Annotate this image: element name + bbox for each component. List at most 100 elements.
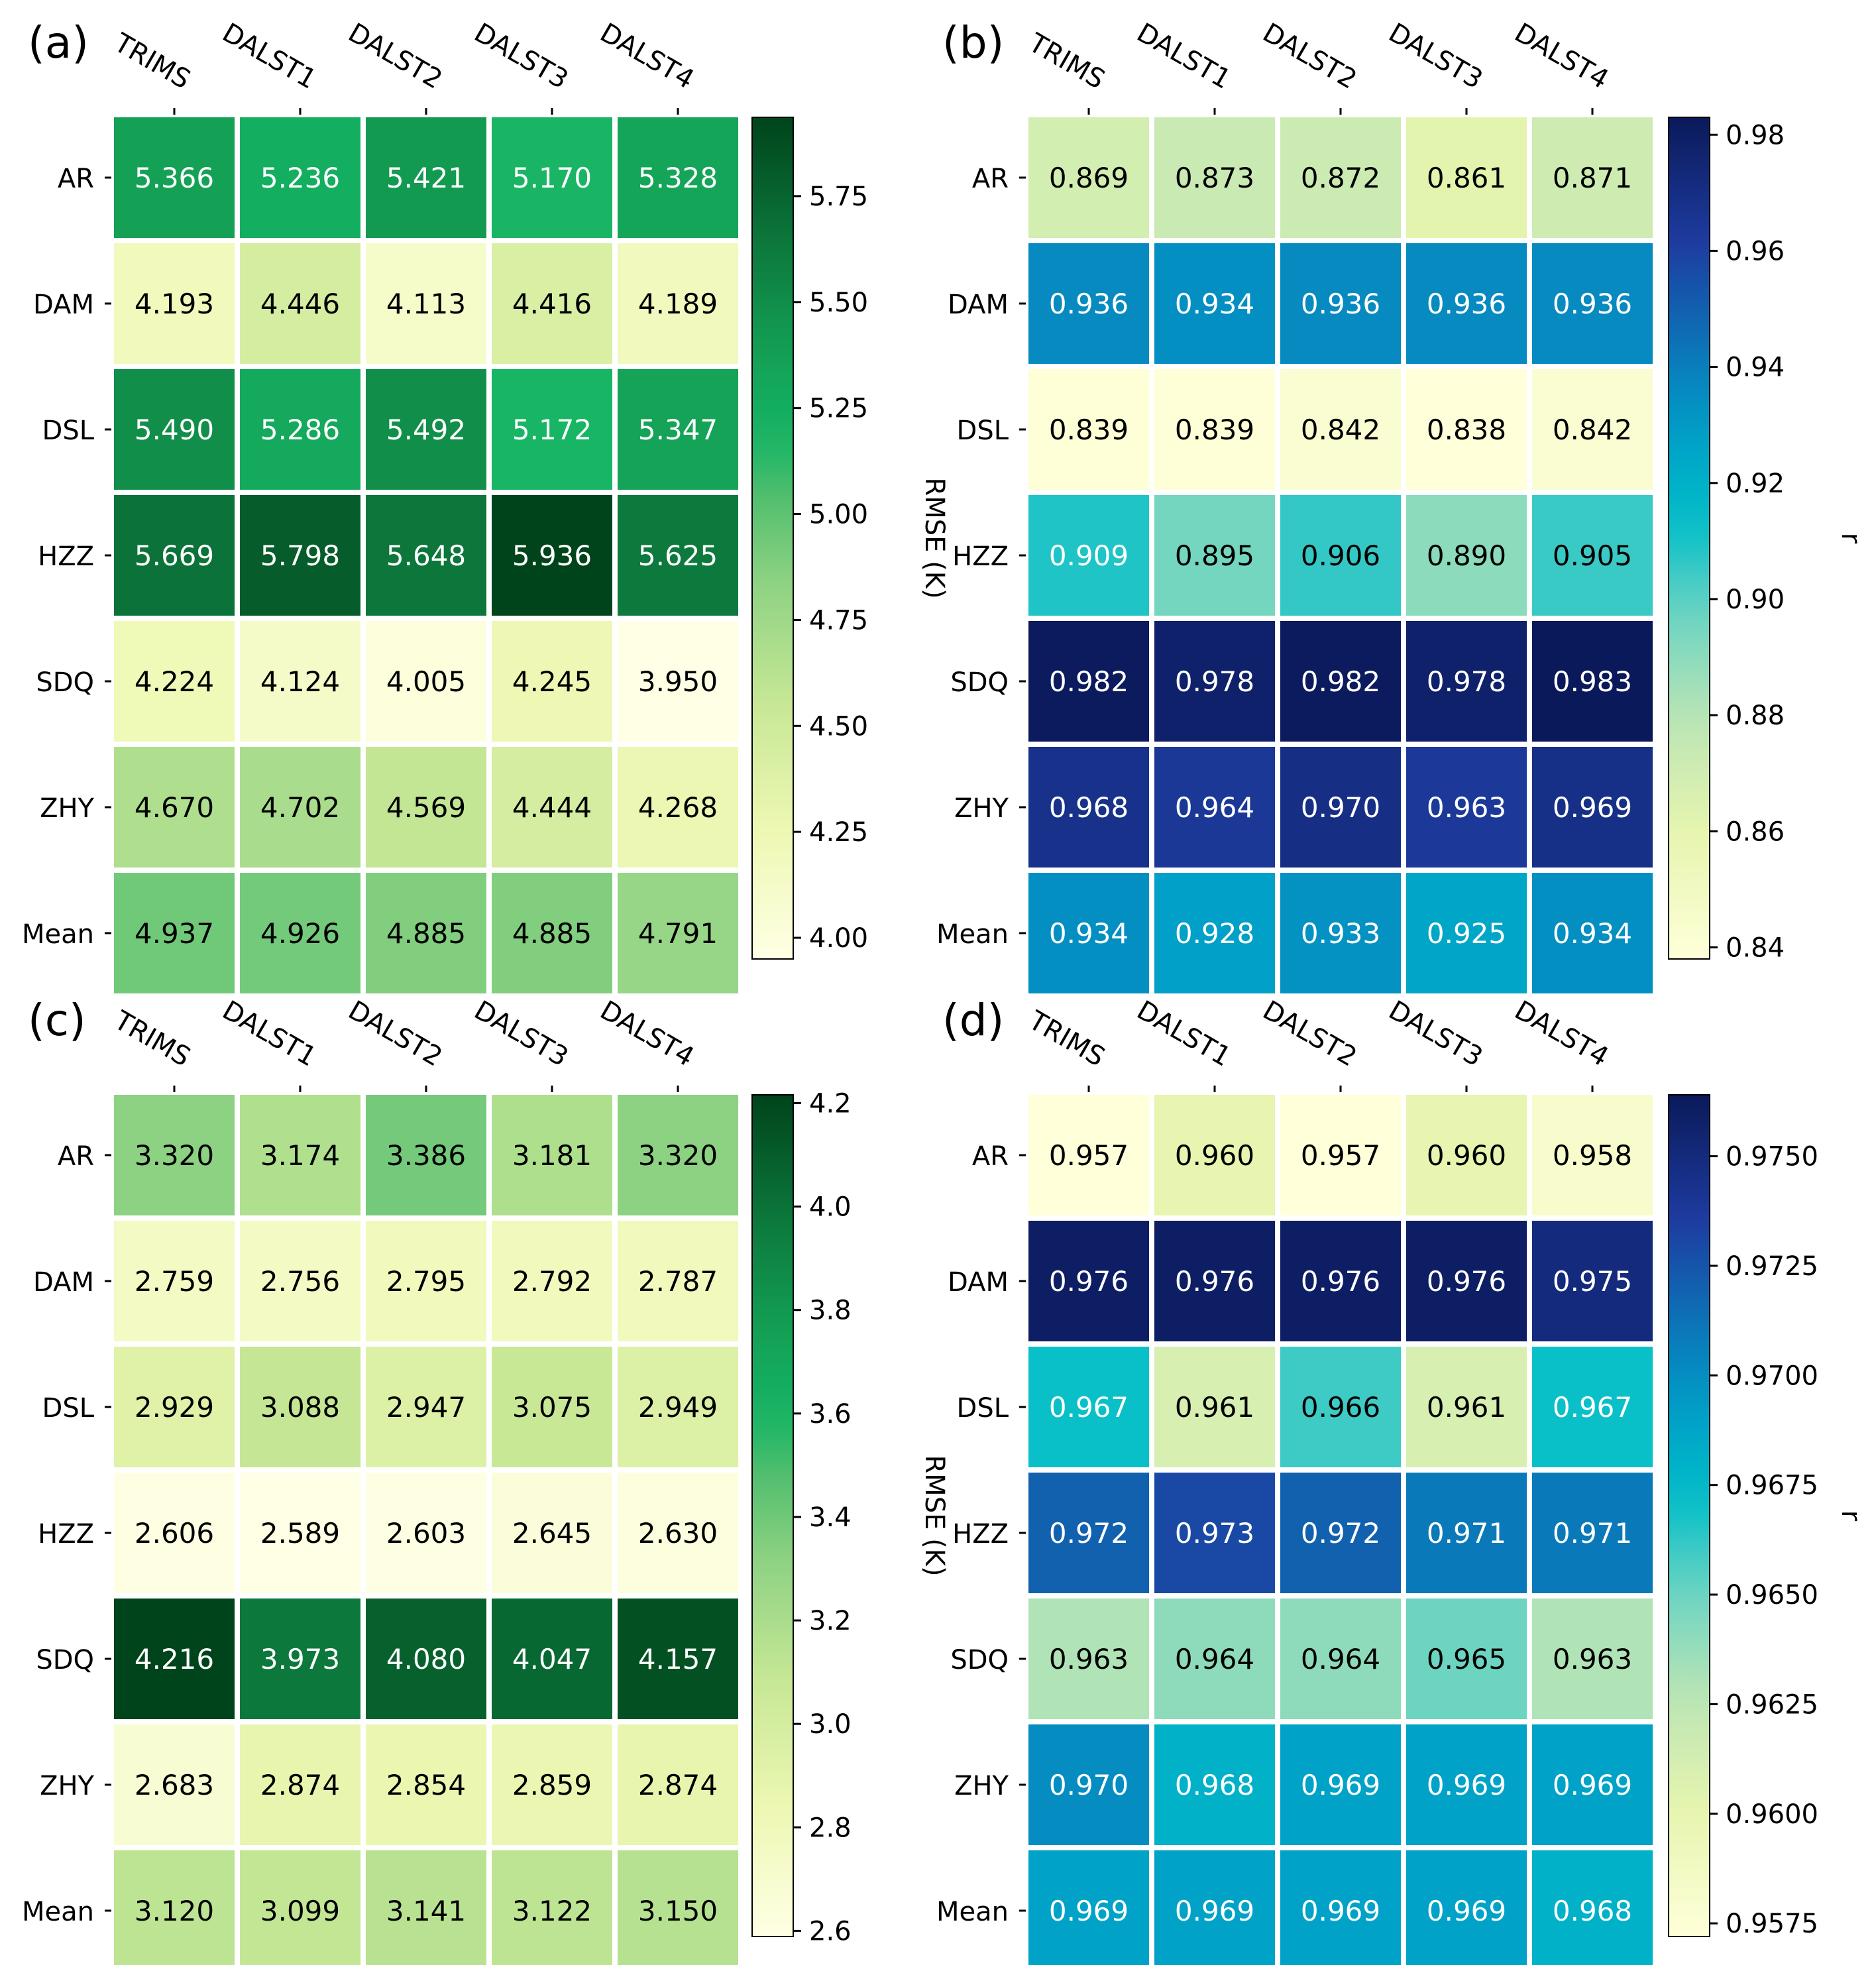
heatmap-cell <box>492 1850 612 1965</box>
heatmap-cell <box>1028 1599 1149 1719</box>
cell-value-label: 0.960 <box>1427 1139 1506 1172</box>
cell-value-label: 2.756 <box>260 1265 340 1298</box>
heatmap-cell <box>240 621 360 742</box>
colorbar-label: r <box>1836 533 1866 544</box>
cell-value-label: 4.446 <box>260 288 340 320</box>
colorbar-tick-label: 4.50 <box>809 711 868 742</box>
cell-value-label: 0.978 <box>1427 665 1506 698</box>
heatmap-cell <box>1532 369 1653 490</box>
column-label: DALST1 <box>217 17 321 95</box>
cell-value-label: 4.216 <box>135 1643 214 1675</box>
cell-value-label: 0.970 <box>1301 791 1380 824</box>
heatmap-cell <box>1406 369 1527 490</box>
cell-value-label: 0.964 <box>1175 1643 1254 1675</box>
cell-value-label: 0.872 <box>1301 162 1380 194</box>
column-label: DALST4 <box>595 17 699 95</box>
cell-value-label: 0.978 <box>1175 665 1254 698</box>
cell-value-label: 0.973 <box>1175 1517 1254 1549</box>
heatmap-cell <box>1028 873 1149 993</box>
colorbar <box>1668 1094 1710 1937</box>
heatmap-cell <box>1154 1599 1275 1719</box>
colorbar-tick-label: 0.94 <box>1726 353 1785 383</box>
cell-value-label: 5.328 <box>638 162 718 194</box>
heatmap-cell <box>1406 1095 1527 1215</box>
cell-value-label: 2.874 <box>638 1769 718 1801</box>
cell-value-label: 0.871 <box>1553 162 1632 194</box>
row-label: Mean <box>936 919 1009 950</box>
heatmap-cell <box>1154 1095 1275 1215</box>
cell-value-label: 0.934 <box>1175 288 1254 320</box>
cell-value-label: 4.926 <box>260 917 340 950</box>
cell-value-label: 0.842 <box>1553 414 1632 446</box>
heatmap-cell <box>1028 1473 1149 1593</box>
cell-value-label: 0.961 <box>1427 1391 1506 1424</box>
colorbar-tick-label: 4.00 <box>809 923 868 954</box>
cell-value-label: 3.174 <box>260 1139 340 1172</box>
heatmap-cell <box>1028 621 1149 742</box>
heatmap-panel-1: (a) 5.366 5.236 5.421 5.170 5.328 4.193 4.446 4.… <box>22 17 950 993</box>
cell-value-label: 4.189 <box>638 288 718 320</box>
colorbar-tick-label: 5.75 <box>809 182 868 212</box>
row-label: HZZ <box>38 1519 94 1549</box>
row-label: SDQ <box>950 667 1009 698</box>
colorbar-tick-label: 0.98 <box>1726 120 1785 150</box>
heatmap-cell <box>366 243 486 364</box>
heatmap-cell <box>1280 243 1401 364</box>
cell-value-label: 4.005 <box>386 665 466 698</box>
heatmap-panel-2: (b) 0.869 0.873 0.872 0.861 0.871 0.936 0.934 0.… <box>936 17 1866 993</box>
heatmap-cell <box>618 1347 738 1467</box>
cell-value-label: 3.320 <box>638 1139 718 1172</box>
panel-label: (a) <box>28 17 89 68</box>
cell-value-label: 5.170 <box>512 162 592 194</box>
heatmap-cell <box>1532 1095 1653 1215</box>
cell-value-label: 3.099 <box>260 1895 340 1927</box>
cell-value-label: 4.416 <box>512 288 592 320</box>
heatmap-cell <box>1532 747 1653 868</box>
colorbar-tick-label: 5.00 <box>809 500 868 530</box>
cell-value-label: 2.759 <box>135 1265 214 1298</box>
heatmap-cell <box>366 117 486 238</box>
column-label: TRIMS <box>1023 27 1110 95</box>
cell-value-label: 2.859 <box>512 1769 592 1801</box>
cell-value-label: 2.792 <box>512 1265 592 1298</box>
cell-value-label: 2.683 <box>135 1769 214 1801</box>
colorbar-label: RMSE (K) <box>919 477 950 598</box>
heatmap-cell <box>1280 1599 1401 1719</box>
cell-value-label: 4.569 <box>386 791 466 824</box>
cell-value-label: 0.906 <box>1301 539 1380 572</box>
row-label: DAM <box>33 290 94 320</box>
colorbar-tick-label: 0.90 <box>1726 585 1785 615</box>
heatmap-cell <box>1532 1724 1653 1845</box>
cell-value-label: 0.936 <box>1427 288 1506 320</box>
cell-value-label: 4.193 <box>135 288 214 320</box>
heatmap-cell <box>1154 1473 1275 1593</box>
heatmap-cell <box>240 495 360 616</box>
heatmap-cell <box>1406 1724 1527 1845</box>
colorbar-label: r <box>1836 1510 1866 1522</box>
colorbar-tick-label: 0.96 <box>1726 236 1785 266</box>
colorbar-tick-label: 0.92 <box>1726 469 1785 499</box>
cell-value-label: 0.971 <box>1553 1517 1632 1549</box>
heatmap-cell <box>366 369 486 490</box>
cell-value-label: 4.444 <box>512 791 592 824</box>
heatmap-cell <box>114 1850 235 1965</box>
heatmap-cell <box>240 369 360 490</box>
colorbar-tick-label: 3.8 <box>809 1296 852 1326</box>
cell-value-label: 0.839 <box>1049 414 1129 446</box>
colorbar-tick-label: 0.84 <box>1726 932 1785 963</box>
heatmap-cell <box>1406 1473 1527 1593</box>
heatmap-cell <box>1154 1850 1275 1965</box>
heatmap-cell <box>618 873 738 993</box>
cell-value-label: 0.964 <box>1175 791 1254 824</box>
colorbar-tick-label: 0.9750 <box>1726 1142 1818 1172</box>
cell-value-label: 3.122 <box>512 1895 592 1927</box>
cell-value-label: 4.047 <box>512 1643 592 1675</box>
panel-label: (b) <box>942 17 1004 68</box>
heatmap-cell <box>492 1221 612 1341</box>
column-label: DALST3 <box>1384 995 1488 1072</box>
cell-value-label: 3.150 <box>638 1895 718 1927</box>
cell-value-label: 0.967 <box>1553 1391 1632 1424</box>
cell-value-label: 0.936 <box>1049 288 1129 320</box>
colorbar-tick-label: 3.2 <box>809 1606 852 1636</box>
row-label: ZHY <box>954 1771 1009 1801</box>
